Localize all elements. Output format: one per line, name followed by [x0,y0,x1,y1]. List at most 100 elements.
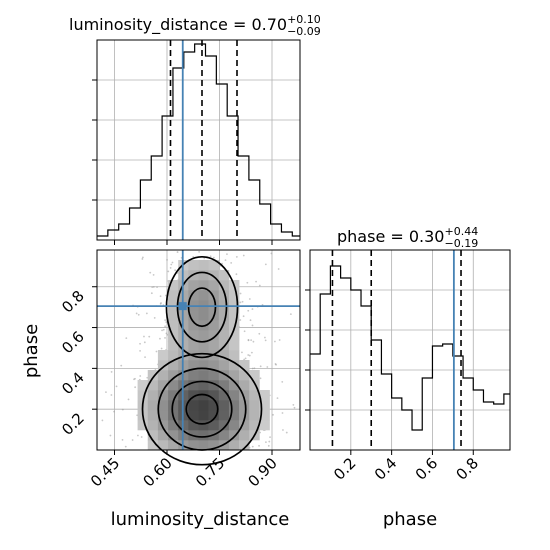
density-cell [188,320,199,331]
sample-point [143,335,145,338]
sample-point [110,371,113,373]
density-cell [157,410,169,421]
sample-point [141,256,144,259]
sample-point [249,319,252,322]
density-cell [188,330,199,341]
density-cell [239,390,250,401]
sample-point [285,431,288,434]
density-cell [198,440,209,451]
panel-luminosity-phase-2d: 0.45 0.60 0.75 0.90 0.2 0.4 0.6 0.8 [58,249,301,490]
density-cell [208,340,220,351]
density-cell [228,320,240,331]
density-cell [198,330,209,341]
density-cell [228,350,240,361]
sample-point [264,263,267,266]
sample-point [133,378,135,381]
y-tick-label: 0.4 [58,368,88,398]
sample-point [141,258,144,260]
density-cell [147,440,159,451]
luminosity-distance-title: luminosity_distance = 0.70+0.10 −0.09 [69,13,321,38]
density-cell [188,350,199,361]
density-cell [188,410,199,421]
sample-point [150,292,153,295]
density-cell [188,370,199,381]
sample-point [164,325,167,328]
panel-phase-histogram: 0.2 0.4 0.6 0.8 [305,249,511,484]
density-cell [168,350,179,361]
density-cell [228,340,240,351]
density-cell [228,300,240,311]
sample-point [140,436,143,438]
sample-point [124,445,127,448]
sample-point [292,403,295,406]
density-cell [239,400,250,411]
density-cell [147,400,159,411]
sample-point [251,324,254,327]
density-cell [259,400,270,411]
density-cell [208,440,220,451]
density-cell [208,400,220,411]
sample-point [145,312,148,315]
sample-point [113,410,115,413]
density-cell [157,430,169,441]
sample-point [121,408,124,411]
histogram-step-line [310,265,510,431]
density-cell [218,320,230,331]
sample-point [248,354,251,357]
density-cell [239,440,250,451]
sample-point [226,253,228,256]
density-cell [188,300,199,311]
x-tick-label: 0.45 [87,454,123,490]
sample-point [166,259,168,261]
sample-point [244,357,247,360]
sample-point [239,301,242,304]
sample-point [164,319,167,322]
density-cell [208,280,220,291]
sample-point [156,286,158,289]
density-cell [147,370,159,381]
sample-point [131,439,134,441]
density-cell [198,360,209,371]
sample-point [247,309,250,312]
density-cell [168,360,179,371]
sample-point [155,350,158,353]
sample-point [277,268,280,270]
density-cell [188,380,199,391]
sample-point [152,273,155,276]
x-tick-label: 0.90 [244,454,280,490]
density-cell [188,420,199,431]
sample-point [230,262,233,264]
sample-point [258,444,260,447]
density-cell [198,260,209,271]
sample-point [272,413,274,416]
sample-point [137,434,139,437]
sample-point [149,271,152,274]
density-cell [218,410,230,421]
sample-point [242,254,245,257]
density-cell [208,380,220,391]
density-cell [228,290,240,301]
sample-point [152,286,155,288]
sample-point [161,329,163,332]
density-cell [228,400,240,411]
density-cell [188,290,199,301]
density-cell [239,420,250,431]
density-cell [198,280,209,291]
density-cell [249,370,260,381]
density-cell [147,410,159,421]
panel-border [309,249,511,451]
density-cell [198,320,209,331]
sample-point [278,339,281,341]
density-cell [198,410,209,421]
density-cell [218,400,230,411]
sample-point [252,340,255,343]
sample-point [282,429,284,431]
density-cell [188,280,199,291]
density-cell [168,340,179,351]
density-cell [218,370,230,381]
density-cell [228,430,240,441]
density-cell [157,440,169,451]
sample-point [251,445,254,448]
sample-point [105,391,107,393]
y-tick-label: 0.8 [58,287,88,317]
